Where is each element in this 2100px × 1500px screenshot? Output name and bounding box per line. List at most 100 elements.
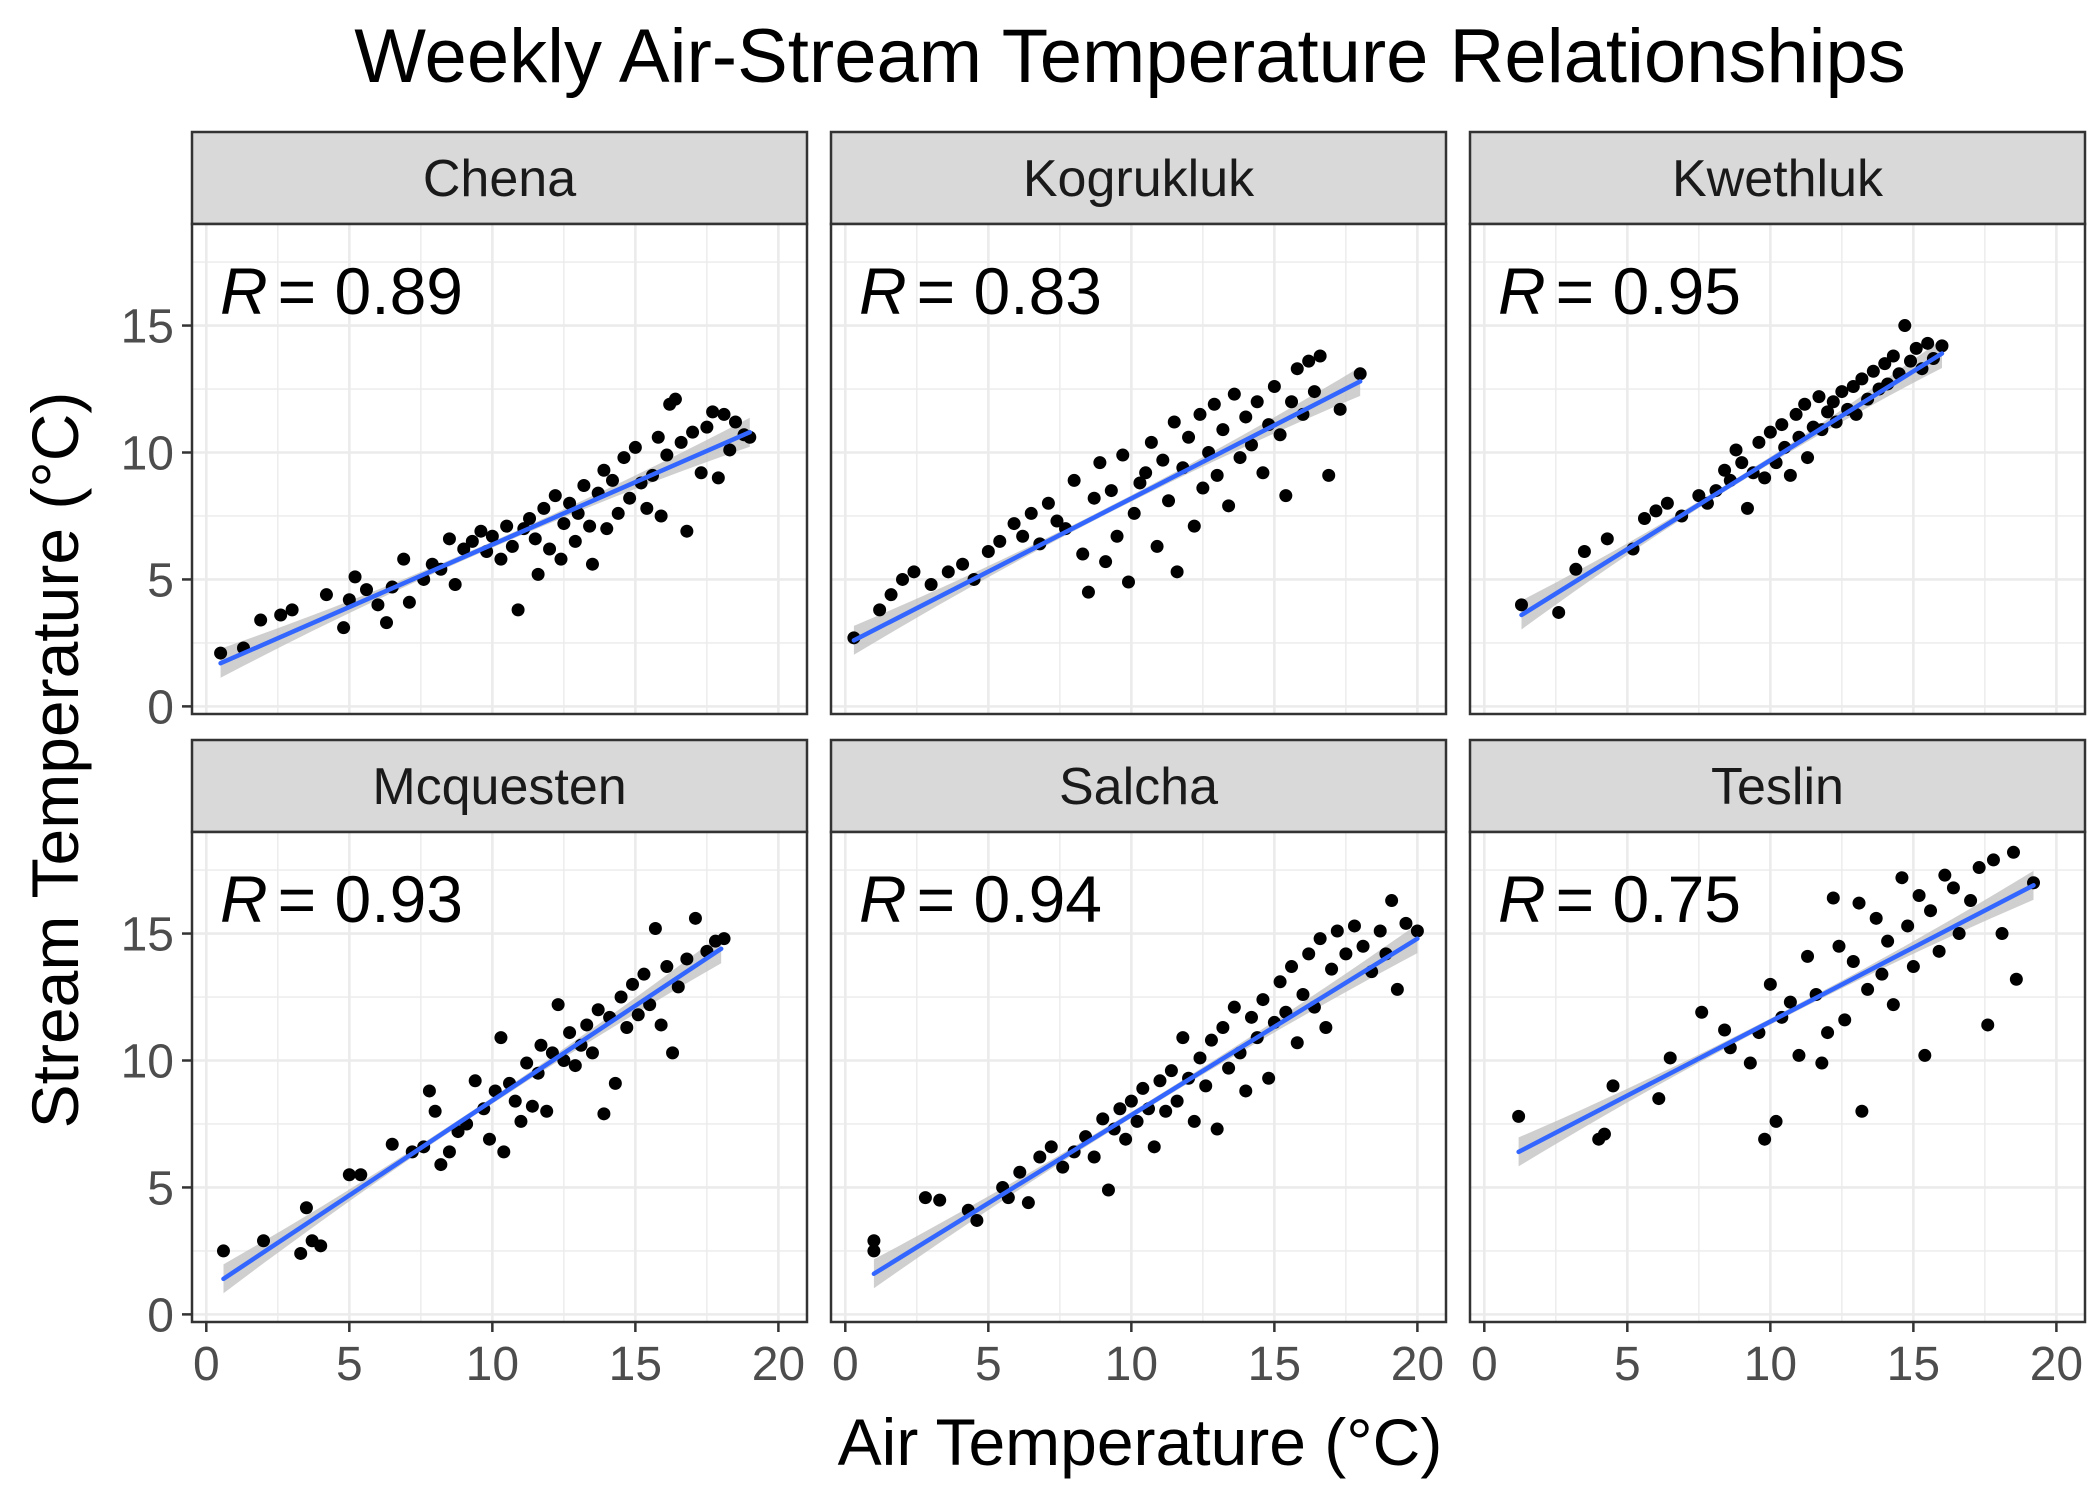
- data-point: [1652, 1092, 1666, 1106]
- data-point: [1302, 947, 1316, 961]
- data-point: [1577, 545, 1591, 559]
- grid-lines: [831, 832, 1446, 1322]
- data-point: [1878, 357, 1892, 371]
- correlation-symbol: R: [1498, 254, 1546, 328]
- data-point: [600, 522, 614, 536]
- data-point: [1227, 1000, 1241, 1014]
- data-point: [1330, 924, 1344, 938]
- data-point: [1204, 1033, 1218, 1047]
- correlation-annotation: R = 0.75: [1498, 862, 1741, 936]
- data-point: [686, 425, 700, 439]
- data-point: [896, 572, 910, 586]
- data-point: [1718, 1023, 1732, 1037]
- data-point: [1101, 1183, 1115, 1197]
- data-point: [1769, 1114, 1783, 1128]
- data-point: [1130, 1114, 1144, 1128]
- data-point: [1801, 451, 1815, 465]
- data-point: [497, 1145, 511, 1159]
- data-point: [1319, 1020, 1333, 1034]
- correlation-annotation: R = 0.95: [1498, 254, 1741, 328]
- data-point: [1895, 871, 1909, 885]
- x-tick-label: 0: [832, 1338, 859, 1391]
- data-point: [1801, 949, 1815, 963]
- correlation-value: = 0.83: [917, 254, 1102, 328]
- data-point: [620, 1020, 634, 1034]
- data-point: [299, 1201, 313, 1215]
- data-point: [1838, 1013, 1852, 1027]
- data-point: [1743, 1056, 1757, 1070]
- data-point: [1881, 934, 1895, 948]
- facet-strip-label: Salcha: [1059, 758, 1218, 816]
- data-point: [319, 588, 333, 602]
- data-point: [660, 448, 674, 462]
- grid-lines: [1470, 224, 2085, 714]
- data-point: [1067, 473, 1081, 487]
- data-point: [1875, 967, 1889, 981]
- correlation-symbol: R: [859, 862, 907, 936]
- data-point: [1153, 1074, 1167, 1088]
- data-point: [537, 501, 551, 515]
- data-point: [1159, 1104, 1173, 1118]
- data-point: [402, 595, 416, 609]
- correlation-symbol: R: [859, 254, 907, 328]
- data-point: [1207, 397, 1221, 411]
- data-point: [637, 967, 651, 981]
- x-tick-label: 0: [193, 1338, 220, 1391]
- data-points: [847, 349, 1367, 645]
- y-tick-label: 0: [147, 681, 174, 734]
- data-point: [1855, 372, 1869, 386]
- data-point: [717, 407, 731, 421]
- data-point: [1167, 415, 1181, 429]
- grid-lines: [1470, 832, 2085, 1322]
- data-point: [680, 952, 694, 966]
- data-point: [451, 1125, 465, 1139]
- x-tick-label: 15: [1248, 1338, 1301, 1391]
- data-point: [494, 1031, 508, 1045]
- data-point: [294, 1246, 308, 1260]
- data-point: [563, 1026, 577, 1040]
- data-point: [1013, 1165, 1027, 1179]
- data-point: [1649, 504, 1663, 518]
- data-point: [2006, 845, 2020, 859]
- data-point: [1512, 1109, 1526, 1123]
- data-point: [568, 534, 582, 548]
- regression-line: [218, 429, 753, 666]
- x-axis-label: Air Temperature (°C): [838, 1405, 1443, 1479]
- data-point: [514, 1114, 528, 1128]
- data-point: [500, 519, 514, 533]
- data-point: [700, 420, 714, 434]
- data-point: [216, 1244, 230, 1258]
- data-point: [274, 608, 288, 622]
- data-point: [1946, 881, 1960, 895]
- data-point: [1783, 995, 1797, 1009]
- correlation-symbol: R: [220, 862, 268, 936]
- data-point: [1081, 585, 1095, 599]
- data-point: [1187, 519, 1201, 533]
- data-point: [1663, 1051, 1677, 1065]
- panel-mcquesten: Mcquesten R = 0.93 0 5 10 15 0 5 10 15 20: [121, 738, 809, 1391]
- data-point: [548, 489, 562, 503]
- data-point: [1170, 1094, 1184, 1108]
- data-point: [1210, 1122, 1224, 1136]
- data-point: [1170, 565, 1184, 579]
- data-point: [1981, 1018, 1995, 1032]
- data-point: [651, 430, 665, 444]
- data-point: [1285, 395, 1299, 409]
- x-tick-label: 5: [1614, 1338, 1641, 1391]
- data-point: [1244, 1010, 1258, 1024]
- data-point: [1514, 598, 1528, 612]
- data-point: [1087, 491, 1101, 505]
- regression-line: [851, 379, 1363, 643]
- data-point: [1339, 947, 1353, 961]
- x-tick-label: 0: [1471, 1338, 1498, 1391]
- data-point: [1279, 489, 1293, 503]
- data-point: [577, 479, 591, 493]
- data-point: [680, 524, 694, 538]
- data-point: [1193, 407, 1207, 421]
- data-point: [706, 405, 720, 419]
- data-point: [543, 542, 557, 556]
- data-point: [1995, 927, 2009, 941]
- data-point: [1144, 435, 1158, 449]
- data-point: [385, 1137, 399, 1151]
